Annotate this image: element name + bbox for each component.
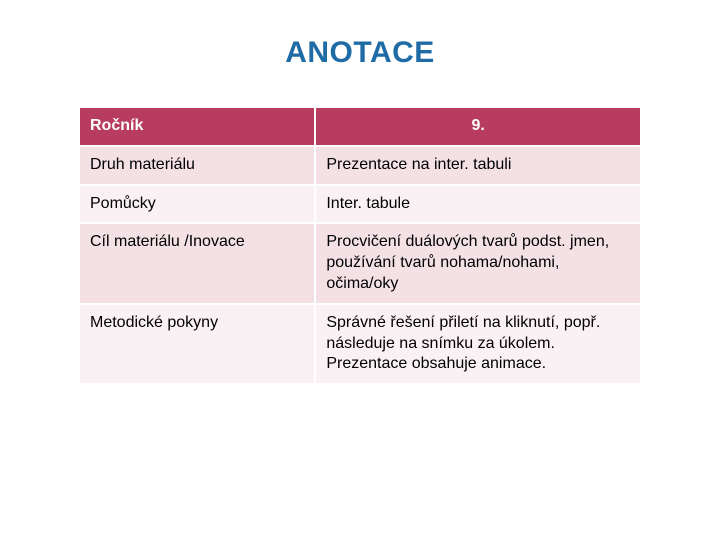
row-label: Pomůcky	[80, 186, 314, 223]
table-row: Druh materiálu Prezentace na inter. tabu…	[80, 147, 640, 184]
table-row: Pomůcky Inter. tabule	[80, 186, 640, 223]
page-title: ANOTACE	[78, 36, 642, 70]
slide: ANOTACE Ročník 9. Druh materiálu Prezent…	[0, 0, 720, 540]
row-value: Procvičení duálových tvarů podst. jmen, …	[316, 224, 640, 302]
header-cell-left: Ročník	[80, 108, 314, 145]
row-label: Cíl materiálu /Inovace	[80, 224, 314, 302]
row-value: Prezentace na inter. tabuli	[316, 147, 640, 184]
header-cell-right: 9.	[316, 108, 640, 145]
row-value: Správné řešení přiletí na kliknutí, popř…	[316, 305, 640, 383]
table-row: Cíl materiálu /Inovace Procvičení duálov…	[80, 224, 640, 302]
table-header-row: Ročník 9.	[80, 108, 640, 145]
table-row: Metodické pokyny Správné řešení přiletí …	[80, 305, 640, 383]
row-label: Metodické pokyny	[80, 305, 314, 383]
annotation-table: Ročník 9. Druh materiálu Prezentace na i…	[78, 106, 642, 385]
row-value: Inter. tabule	[316, 186, 640, 223]
row-label: Druh materiálu	[80, 147, 314, 184]
